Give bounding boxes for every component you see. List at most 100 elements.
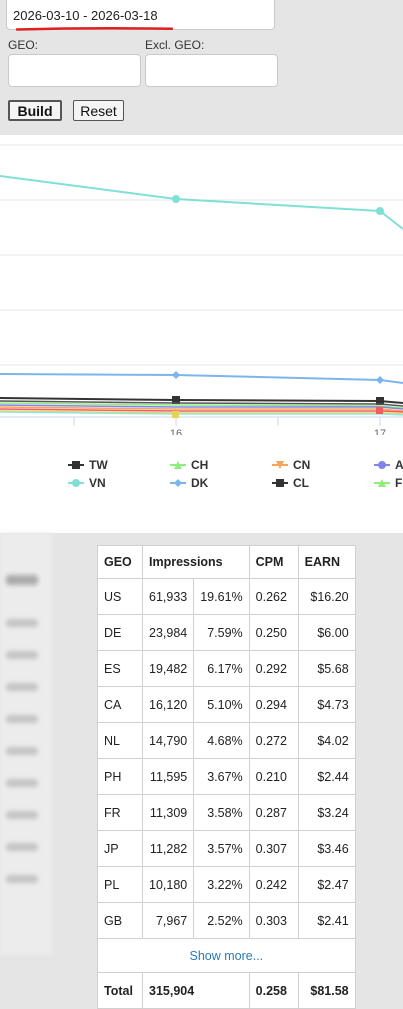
circle-marker-icon <box>374 461 390 469</box>
legend-item-vn[interactable]: VN <box>68 476 106 490</box>
legend-item-partial[interactable] <box>0 458 9 468</box>
cell-geo: JP <box>97 830 143 867</box>
series-extra-point <box>172 411 179 418</box>
series-extra-line <box>0 408 403 413</box>
cell-cpm: 0.262 <box>248 578 299 615</box>
cell-geo: DE <box>97 614 143 651</box>
cell-share: 2.52% <box>193 902 250 939</box>
show-more-link[interactable]: Show more... <box>97 938 356 973</box>
legend-item-cl[interactable]: CL <box>272 476 309 490</box>
legend-item-cn[interactable]: CN <box>272 458 310 472</box>
blurred-panel <box>0 533 52 955</box>
series-cl-point <box>172 396 180 404</box>
square-marker-icon <box>68 461 84 469</box>
x-tick-label: 16 <box>170 428 182 435</box>
triangle-marker-icon <box>170 461 186 469</box>
series-dk-point <box>376 376 384 384</box>
cell-impressions: 16,120 <box>141 686 195 723</box>
legend-label: CL <box>293 476 309 490</box>
cell-share: 5.10% <box>193 686 250 723</box>
cell-cpm: 0.242 <box>248 866 299 903</box>
cell-share: 6.17% <box>193 650 250 687</box>
build-button[interactable]: Build <box>8 100 62 121</box>
cell-geo: PL <box>97 866 143 903</box>
col-header-geo[interactable]: GEO <box>97 545 143 579</box>
date-range-input[interactable]: 2026-03-10 - 2026-03-18 <box>6 0 275 30</box>
cell-impressions: 14,790 <box>141 722 195 759</box>
legend-label: TW <box>89 458 108 472</box>
table-row: NL 14,790 4.68% 0.272 $4.02 <box>97 722 356 759</box>
square-marker-icon <box>272 479 288 487</box>
cell-geo: PH <box>97 758 143 795</box>
cell-share: 19.61% <box>193 578 250 615</box>
series-cn-line <box>0 406 403 412</box>
cell-impressions: 23,984 <box>141 614 195 651</box>
legend-item-fi[interactable]: FI <box>374 476 403 490</box>
cell-impressions: 11,309 <box>141 794 195 831</box>
total-cpm: 0.258 <box>248 972 299 1009</box>
triangle-down-marker-icon <box>272 461 288 469</box>
cell-cpm: 0.272 <box>248 722 299 759</box>
legend-label: CN <box>293 458 311 472</box>
series-cl-point <box>376 397 384 405</box>
date-range-value: 2026-03-10 - 2026-03-18 <box>13 8 158 23</box>
series-tw-line <box>0 400 403 407</box>
series-vn-point <box>376 207 384 215</box>
cell-earn: $16.20 <box>297 578 356 615</box>
series-ch-line <box>0 402 403 409</box>
cell-geo: US <box>97 578 143 615</box>
table-row: US 61,933 19.61% 0.262 $16.20 <box>97 578 356 615</box>
legend-item-a[interactable]: A <box>374 458 403 472</box>
reset-button[interactable]: Reset <box>73 100 124 121</box>
x-tick-label: 17 <box>374 428 386 435</box>
table-row: JP 11,282 3.57% 0.307 $3.46 <box>97 830 356 867</box>
cell-share: 3.57% <box>193 830 250 867</box>
cell-cpm: 0.287 <box>248 794 299 831</box>
table-row: DE 23,984 7.59% 0.250 $6.00 <box>97 614 356 651</box>
triangle-marker-icon <box>374 479 390 487</box>
cell-cpm: 0.307 <box>248 830 299 867</box>
diamond-marker-icon <box>170 479 186 487</box>
cell-impressions: 11,282 <box>141 830 195 867</box>
col-header-impressions[interactable]: Impressions <box>142 545 250 579</box>
series-a-line <box>0 404 403 410</box>
legend-label: CH <box>191 458 209 472</box>
line-chart: 16 17 TW CH CN A VN DK CL FI <box>0 135 403 533</box>
series-dk-point <box>172 371 180 379</box>
cell-impressions: 19,482 <box>141 650 195 687</box>
table-row: PH 11,595 3.67% 0.210 $2.44 <box>97 758 356 795</box>
total-label: Total <box>97 972 143 1009</box>
cell-earn: $6.00 <box>297 614 356 651</box>
cell-impressions: 10,180 <box>141 866 195 903</box>
cell-impressions: 61,933 <box>141 578 195 615</box>
legend-label: A <box>395 458 403 472</box>
col-header-cpm[interactable]: CPM <box>248 545 299 579</box>
cell-earn: $2.41 <box>297 902 356 939</box>
cell-earn: $3.24 <box>297 794 356 831</box>
cell-impressions: 11,595 <box>141 758 195 795</box>
excl-geo-input[interactable] <box>145 54 278 87</box>
legend-item-ch[interactable]: CH <box>170 458 208 472</box>
cell-earn: $2.44 <box>297 758 356 795</box>
series-vn-point <box>172 195 180 203</box>
col-header-earn[interactable]: EARN <box>297 545 356 579</box>
legend-label: DK <box>191 476 209 490</box>
table-row: GB 7,967 2.52% 0.303 $2.41 <box>97 902 356 939</box>
geo-stats-table: GEO Impressions CPM EARN US 61,933 19.61% 0… <box>97 545 356 1009</box>
cell-earn: $4.02 <box>297 722 356 759</box>
geo-label: GEO: <box>8 38 39 52</box>
cell-share: 3.67% <box>193 758 250 795</box>
legend-label: VN <box>89 476 106 490</box>
geo-input[interactable] <box>8 54 141 87</box>
series-cl-line <box>0 397 403 404</box>
table-header-row: GEO Impressions CPM EARN <box>97 545 356 579</box>
legend-item-tw[interactable]: TW <box>68 458 108 472</box>
chart-plot: 16 17 <box>0 144 403 435</box>
cell-cpm: 0.303 <box>248 902 299 939</box>
table-row: FR 11,309 3.58% 0.287 $3.24 <box>97 794 356 831</box>
excl-geo-label: Excl. GEO: <box>145 38 205 52</box>
cell-share: 4.68% <box>193 722 250 759</box>
legend-label: FI <box>395 476 403 490</box>
cell-earn: $3.46 <box>297 830 356 867</box>
legend-item-dk[interactable]: DK <box>170 476 208 490</box>
